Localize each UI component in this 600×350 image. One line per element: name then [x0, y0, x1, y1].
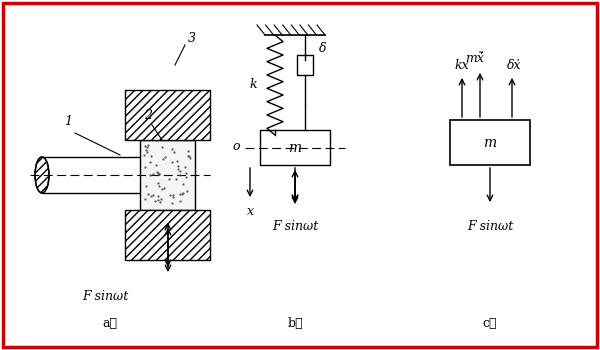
Bar	[42, 157, 155, 193]
Text: δ: δ	[319, 42, 326, 55]
Text: 2: 2	[144, 109, 152, 122]
Text: c）: c）	[483, 317, 497, 330]
Text: m: m	[289, 141, 302, 155]
Text: F sinωt: F sinωt	[467, 220, 513, 233]
Text: a）: a）	[103, 317, 118, 330]
Bar	[140, 140, 195, 210]
Text: 1: 1	[64, 115, 72, 128]
Bar	[260, 130, 330, 165]
Bar	[450, 120, 530, 165]
Text: δẋ: δẋ	[507, 59, 521, 72]
Text: m: m	[484, 136, 497, 150]
Text: kx: kx	[455, 59, 469, 72]
Text: mẋ̈: mẋ̈	[466, 52, 484, 65]
Text: b）: b）	[287, 317, 303, 330]
Bar	[125, 90, 210, 140]
Ellipse shape	[35, 157, 49, 193]
Bar	[297, 55, 313, 75]
Text: o: o	[233, 140, 240, 153]
Text: 3: 3	[188, 32, 196, 45]
Bar	[125, 210, 210, 260]
Text: F sinωt: F sinωt	[82, 290, 128, 303]
Text: x: x	[247, 205, 254, 218]
Text: F sinωt: F sinωt	[272, 220, 318, 233]
Text: k: k	[250, 78, 257, 91]
